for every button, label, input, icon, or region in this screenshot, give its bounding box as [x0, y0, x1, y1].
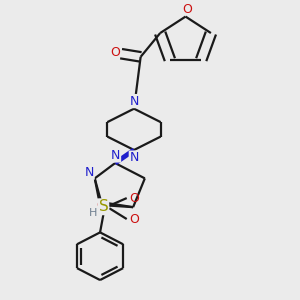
Text: N: N — [129, 151, 139, 164]
Text: N: N — [85, 166, 94, 179]
Text: S: S — [99, 200, 109, 214]
Text: N: N — [111, 149, 121, 162]
Text: O: O — [130, 212, 140, 226]
Text: O: O — [182, 3, 192, 16]
Text: O: O — [110, 46, 120, 59]
Text: O: O — [130, 192, 140, 205]
Text: N: N — [129, 94, 139, 108]
Text: H: H — [89, 208, 97, 218]
Text: O: O — [96, 199, 106, 212]
